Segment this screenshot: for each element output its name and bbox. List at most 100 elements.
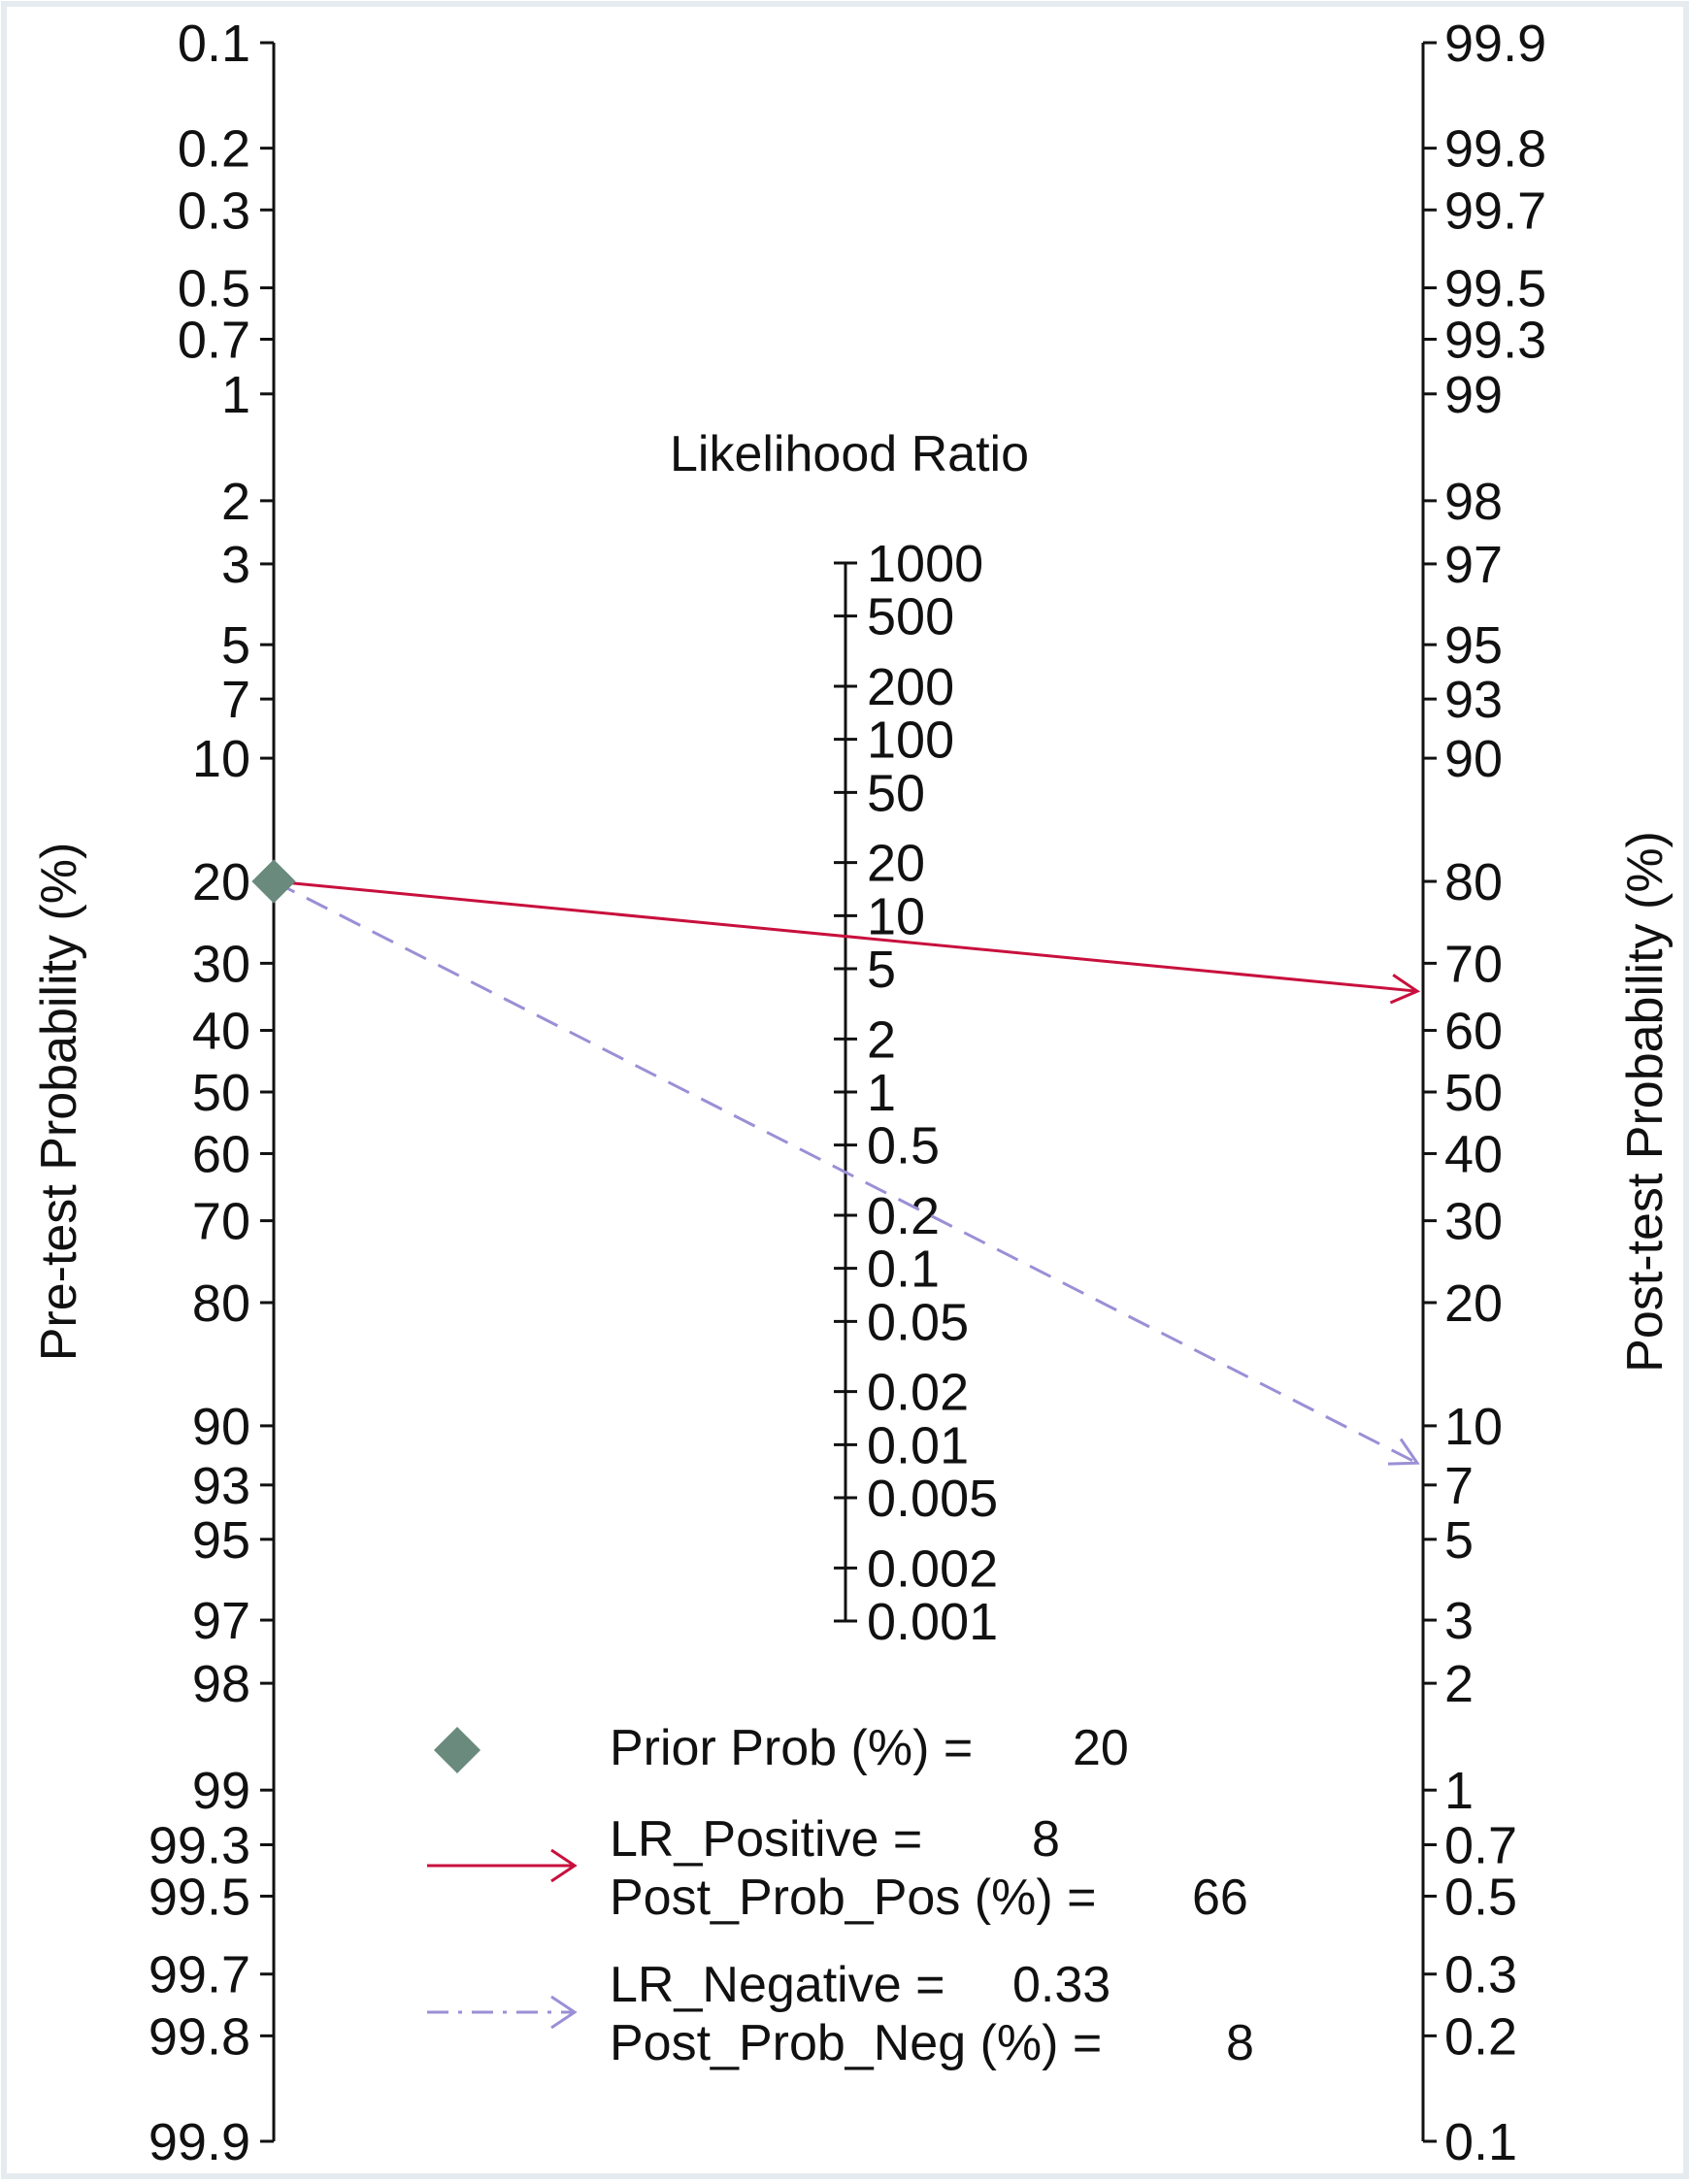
pretest-tick-label: 90 xyxy=(192,1398,250,1456)
posttest-axis: 99.999.899.799.599.399989795939080706050… xyxy=(1421,15,1546,2171)
lr-tick-label: 0.02 xyxy=(867,1364,969,1422)
lr-tick-label: 100 xyxy=(867,711,954,770)
legend-lr-pos-value: 8 xyxy=(1032,1811,1060,1868)
series-line-lr-positive xyxy=(273,879,1418,993)
series-arrowhead xyxy=(1387,1438,1420,1466)
lr-tick-label: 5 xyxy=(867,941,896,999)
lr-tick-label: 0.1 xyxy=(867,1241,940,1299)
posttest-tick-label: 3 xyxy=(1444,1592,1474,1650)
posttest-tick-label: 2 xyxy=(1444,1655,1474,1713)
posttest-tick-label: 0.2 xyxy=(1444,2007,1517,2066)
pretest-axis-title: Pre-test Probability (%) xyxy=(31,843,87,1362)
pretest-tick-label: 99.7 xyxy=(149,1946,250,2004)
pretest-tick-label: 95 xyxy=(192,1511,250,1570)
legend-post-pos-label: Post_Prob_Pos (%) = xyxy=(610,1870,1096,1926)
legend-positive-arrowhead xyxy=(550,1848,578,1883)
pretest-tick-label: 50 xyxy=(192,1064,250,1122)
lr-tick-label: 0.002 xyxy=(867,1539,998,1598)
posttest-axis-title: Post-test Probability (%) xyxy=(1617,831,1673,1373)
pretest-tick-label: 30 xyxy=(192,935,250,993)
posttest-tick-label: 90 xyxy=(1444,730,1503,788)
legend-prior-value: 20 xyxy=(1073,1720,1129,1776)
posttest-tick-label: 70 xyxy=(1444,935,1503,993)
pretest-tick-label: 97 xyxy=(192,1592,250,1650)
lr-tick-label: 0.05 xyxy=(867,1293,969,1351)
pretest-tick-label: 20 xyxy=(192,853,250,911)
posttest-tick-label: 40 xyxy=(1444,1125,1503,1183)
lr-tick-label: 0.5 xyxy=(867,1117,940,1175)
legend-post-neg-value: 8 xyxy=(1226,2015,1254,2071)
posttest-tick-label: 99.5 xyxy=(1444,260,1546,318)
posttest-tick-label: 60 xyxy=(1444,1003,1503,1061)
posttest-tick-label: 10 xyxy=(1444,1398,1503,1456)
lr-tick-label: 2 xyxy=(867,1010,896,1069)
pretest-tick-label: 99.9 xyxy=(149,2113,250,2171)
lr-tick-label: 0.001 xyxy=(867,1593,998,1651)
lr-tick-label: 50 xyxy=(867,764,925,822)
pretest-tick-label: 40 xyxy=(192,1003,250,1061)
pretest-tick-label: 60 xyxy=(192,1125,250,1183)
pretest-tick-label: 3 xyxy=(221,536,250,594)
likelihood-ratio-title: Likelihood Ratio xyxy=(670,426,1029,482)
posttest-tick-label: 99.9 xyxy=(1444,15,1546,73)
legend-post-neg-label: Post_Prob_Neg (%) = xyxy=(610,2015,1102,2071)
posttest-tick-label: 99.7 xyxy=(1444,182,1546,240)
posttest-tick-label: 0.1 xyxy=(1444,2113,1517,2171)
posttest-tick-label: 95 xyxy=(1444,616,1503,675)
posttest-tick-label: 0.7 xyxy=(1444,1816,1517,1874)
pretest-tick-label: 98 xyxy=(192,1655,250,1713)
lr-tick-label: 200 xyxy=(867,658,954,716)
posttest-tick-label: 5 xyxy=(1444,1511,1474,1570)
series-arrowhead xyxy=(1389,974,1421,1005)
pretest-tick-label: 0.1 xyxy=(178,15,250,73)
legend-lr-neg-label: LR_Negative = xyxy=(610,1957,944,2013)
posttest-tick-label: 0.3 xyxy=(1444,1946,1517,2004)
pretest-tick-label: 99.8 xyxy=(149,2007,250,2066)
pretest-tick-label: 7 xyxy=(221,671,250,729)
legend-prior-label: Prior Prob (%) = xyxy=(610,1720,973,1776)
pretest-tick-label: 1 xyxy=(221,366,250,424)
posttest-tick-label: 50 xyxy=(1444,1064,1503,1122)
pretest-tick-label: 0.3 xyxy=(178,182,250,240)
pretest-tick-label: 99 xyxy=(192,1762,250,1820)
series-line-lr-negative xyxy=(273,879,1418,1465)
pretest-tick-label: 70 xyxy=(192,1193,250,1251)
pretest-tick-label: 2 xyxy=(221,473,250,531)
pretest-tick-label: 10 xyxy=(192,730,250,788)
pretest-tick-label: 0.2 xyxy=(178,120,250,179)
posttest-tick-label: 99 xyxy=(1444,366,1503,424)
likelihood-ratio-axis: 10005002001005020105210.50.20.10.050.020… xyxy=(834,535,998,1651)
legend-lr-pos-label: LR_Positive = xyxy=(610,1811,922,1868)
lr-tick-label: 0.01 xyxy=(867,1416,969,1474)
legend-lr-neg-value: 0.33 xyxy=(1012,1957,1110,2013)
legend: Prior Prob (%) = 20 LR_Positive = 8 Post… xyxy=(427,1720,1254,2071)
lr-tick-label: 500 xyxy=(867,588,954,646)
pretest-tick-label: 0.7 xyxy=(178,312,250,370)
lr-tick-label: 0.005 xyxy=(867,1470,998,1528)
pretest-tick-label: 99.5 xyxy=(149,1868,250,1926)
lr-tick-label: 0.2 xyxy=(867,1187,940,1245)
lr-tick-label: 1 xyxy=(867,1064,896,1122)
pretest-tick-label: 93 xyxy=(192,1457,250,1515)
lr-tick-label: 1000 xyxy=(867,535,983,593)
posttest-tick-label: 98 xyxy=(1444,473,1503,531)
lr-tick-label: 10 xyxy=(867,887,925,945)
posttest-tick-label: 93 xyxy=(1444,671,1503,729)
posttest-tick-label: 20 xyxy=(1444,1274,1503,1333)
posttest-tick-label: 99.8 xyxy=(1444,120,1546,179)
posttest-tick-label: 7 xyxy=(1444,1457,1474,1515)
posttest-tick-label: 1 xyxy=(1444,1762,1474,1820)
posttest-tick-label: 0.5 xyxy=(1444,1868,1517,1926)
pretest-tick-label: 99.3 xyxy=(149,1816,250,1874)
posttest-tick-label: 97 xyxy=(1444,536,1503,594)
posttest-tick-label: 99.3 xyxy=(1444,312,1546,370)
pretest-tick-label: 5 xyxy=(221,616,250,675)
legend-post-pos-value: 66 xyxy=(1192,1870,1248,1926)
lr-tick-label: 20 xyxy=(867,835,925,893)
pretest-tick-label: 0.5 xyxy=(178,260,250,318)
legend-negative-arrowhead xyxy=(550,1995,578,2030)
posttest-tick-label: 80 xyxy=(1444,853,1503,911)
